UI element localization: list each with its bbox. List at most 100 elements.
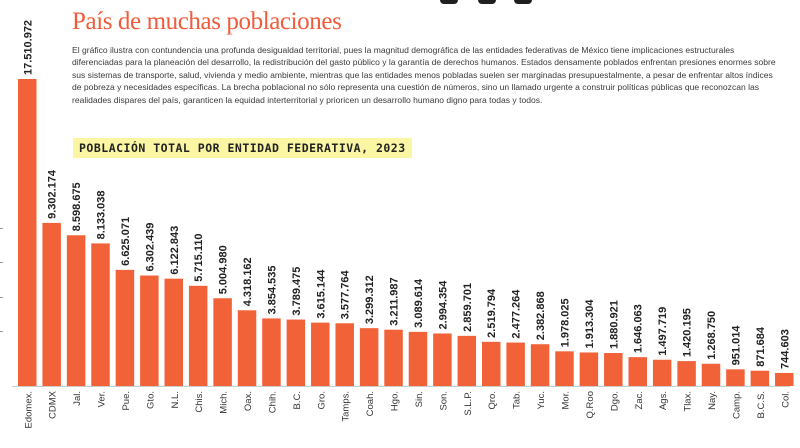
intro-paragraph: El gráfico ilustra con contundencia una … bbox=[72, 45, 776, 105]
bar bbox=[604, 353, 623, 386]
bar bbox=[91, 243, 110, 386]
category-label: Gro. bbox=[316, 391, 327, 409]
category-label: Edomex. bbox=[23, 391, 34, 429]
category-label: Zac. bbox=[634, 391, 645, 409]
category-label: Jal. bbox=[72, 391, 83, 406]
bar-value-label: 6.625.071 bbox=[120, 217, 132, 266]
bar-value-label: 3.789.475 bbox=[291, 267, 303, 316]
bar bbox=[628, 357, 647, 386]
bar-value-label: 8.133.038 bbox=[96, 190, 108, 239]
bar bbox=[579, 352, 599, 386]
category-label: B.C.S. bbox=[756, 391, 767, 418]
bar bbox=[359, 328, 379, 386]
cropped-shape bbox=[514, 0, 532, 4]
bar-value-label: 2.519.794 bbox=[486, 288, 498, 338]
cropped-shape bbox=[478, 0, 496, 4]
bar-value-label: 1.268.750 bbox=[706, 311, 718, 360]
bar-value-label: 1.646.063 bbox=[633, 304, 645, 353]
bar bbox=[481, 341, 501, 386]
bar bbox=[42, 222, 61, 386]
category-label: Q.Roo bbox=[585, 391, 596, 418]
category-label: Coah. bbox=[365, 391, 376, 416]
bar bbox=[115, 269, 135, 386]
category-label: Hgo. bbox=[390, 391, 401, 411]
bar-value-label: 2.859.701 bbox=[462, 283, 474, 332]
bar-value-label: 6.302.439 bbox=[144, 223, 156, 272]
bar-value-label: 744.603 bbox=[779, 329, 791, 369]
category-label: Oax. bbox=[243, 391, 254, 411]
bar-value-label: 5.715.110 bbox=[193, 233, 205, 281]
bar-value-label: 1.880.921 bbox=[608, 300, 620, 349]
axis-tick-mark bbox=[0, 262, 3, 263]
bar bbox=[286, 319, 306, 386]
category-label: Chis. bbox=[194, 391, 205, 413]
bar bbox=[18, 79, 37, 386]
bar-value-label: 871.684 bbox=[755, 326, 767, 367]
bar bbox=[140, 275, 159, 386]
category-label: Mich. bbox=[219, 391, 230, 414]
category-label: Camp. bbox=[731, 391, 742, 419]
category-label: Pue. bbox=[121, 391, 132, 411]
bar bbox=[701, 363, 721, 386]
bar bbox=[66, 235, 86, 386]
bar-value-label: 1.978.025 bbox=[559, 298, 571, 347]
category-label: Chih. bbox=[267, 391, 278, 413]
bar bbox=[750, 370, 770, 386]
bar bbox=[677, 361, 696, 386]
category-label: Ver. bbox=[97, 391, 108, 407]
category-label: Tlax. bbox=[683, 391, 694, 412]
category-label: Nay. bbox=[707, 391, 718, 410]
cropped-header-fragment bbox=[0, 0, 800, 6]
category-label: N.L. bbox=[170, 391, 181, 408]
bar bbox=[530, 344, 550, 386]
bar-value-label: 2.477.264 bbox=[511, 289, 523, 339]
category-label: Ags. bbox=[658, 391, 669, 410]
bar bbox=[457, 335, 477, 386]
axis-tick-mark bbox=[0, 228, 3, 229]
cropped-shape bbox=[440, 0, 458, 4]
bar bbox=[335, 323, 354, 386]
bar bbox=[408, 331, 428, 386]
bar bbox=[652, 359, 672, 386]
bar-value-label: 6.122.843 bbox=[169, 226, 181, 275]
category-label: Dgo. bbox=[609, 391, 620, 411]
bar bbox=[262, 318, 281, 386]
bar bbox=[506, 342, 525, 386]
bar bbox=[555, 351, 574, 386]
bar-value-label: 17.510.972 bbox=[22, 20, 34, 75]
bar bbox=[726, 369, 745, 386]
category-label: Son. bbox=[438, 391, 449, 411]
category-label: B.C. bbox=[292, 391, 303, 409]
page-title: País de muchas poblaciones bbox=[72, 8, 342, 35]
bar-value-label: 1.497.719 bbox=[657, 307, 669, 356]
axis-tick-mark bbox=[0, 331, 3, 332]
category-label: Yuc. bbox=[536, 391, 547, 410]
category-label: Sin. bbox=[414, 391, 425, 407]
bar-value-label: 1.913.304 bbox=[584, 299, 596, 349]
category-label: Tab. bbox=[512, 391, 523, 409]
bar bbox=[213, 298, 232, 386]
bar bbox=[384, 329, 403, 386]
bar-value-label: 1.420.195 bbox=[682, 308, 694, 357]
bar-value-label: 3.577.764 bbox=[340, 269, 352, 319]
bar-value-label: 3.299.312 bbox=[364, 275, 376, 324]
bar bbox=[164, 278, 184, 386]
axis-tick-mark bbox=[0, 297, 3, 298]
bar-value-label: 8.598.675 bbox=[71, 182, 83, 231]
bar bbox=[237, 310, 257, 386]
bar-value-label: 2.382.868 bbox=[535, 291, 547, 340]
bar bbox=[775, 372, 794, 386]
bar bbox=[188, 285, 208, 386]
category-label: Gto. bbox=[145, 391, 156, 409]
bar bbox=[311, 322, 330, 386]
category-label: Qro. bbox=[487, 391, 498, 409]
bar-value-label: 5.004.980 bbox=[218, 245, 230, 294]
bar-value-label: 3.211.987 bbox=[389, 277, 401, 325]
bar-value-label: 9.302.174 bbox=[47, 169, 59, 219]
bar bbox=[433, 333, 452, 386]
bar-value-label: 3.615.144 bbox=[315, 269, 327, 319]
bar-value-label: 3.854.535 bbox=[266, 265, 278, 314]
bar-value-label: 2.994.354 bbox=[437, 280, 449, 330]
category-label: Tamps. bbox=[341, 391, 352, 422]
bar-value-label: 951.014 bbox=[730, 325, 742, 366]
